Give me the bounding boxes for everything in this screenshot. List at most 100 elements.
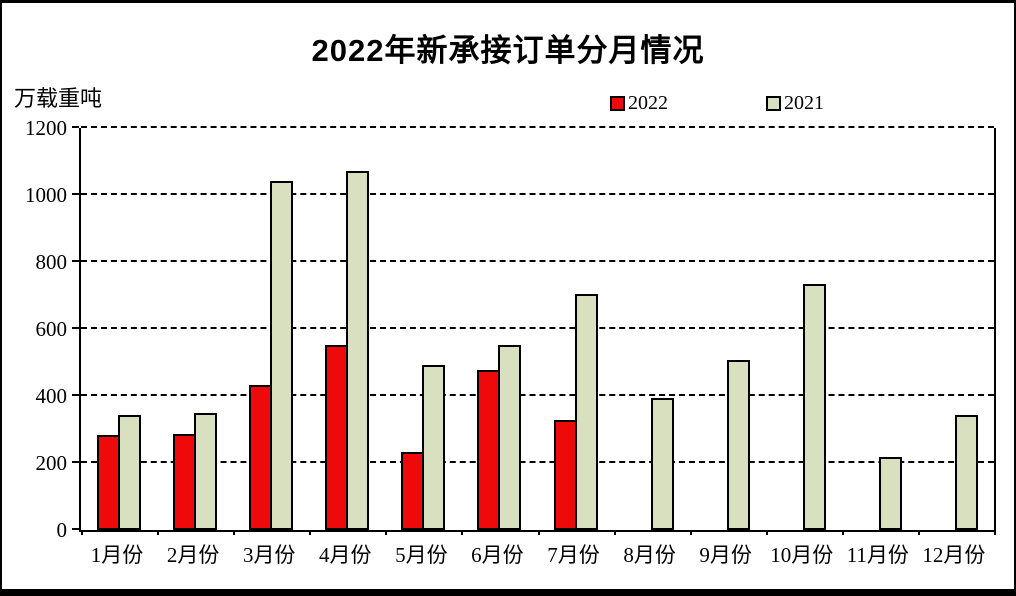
y-axis-tick-label-400: 400 xyxy=(35,384,68,408)
x-axis-label-12月份: 12月份 xyxy=(922,543,986,567)
x-axis-label-10月份: 10月份 xyxy=(770,543,834,567)
x-axis-label-1月份: 1月份 xyxy=(90,543,144,567)
bar-group-2月份 xyxy=(157,128,233,530)
x-axis-label-5月份: 5月份 xyxy=(395,543,448,567)
bar-pair xyxy=(401,128,446,530)
bar-group-6月份 xyxy=(461,128,537,530)
bar-group-7月份 xyxy=(538,128,614,530)
x-axis-tick xyxy=(613,530,616,535)
legend-item-2021: 2021 xyxy=(766,91,824,114)
y-axis-tick xyxy=(72,528,79,530)
bar-2021-4月份 xyxy=(346,171,370,530)
bar-2021-8月份 xyxy=(650,398,674,530)
legend-label-2021: 2021 xyxy=(784,91,824,114)
bar-2021-10月份 xyxy=(802,284,826,530)
bottom-border-bar xyxy=(2,589,1014,596)
legend-swatch-2021-icon xyxy=(766,95,781,111)
x-axis-tick xyxy=(841,530,844,535)
y-axis-tick xyxy=(72,394,79,396)
bar-group-3月份 xyxy=(233,128,309,530)
bar-pair xyxy=(934,128,978,530)
bar-pair xyxy=(782,128,826,530)
bar-2021-7月份 xyxy=(574,294,598,530)
bar-pair xyxy=(858,128,902,530)
bar-pair xyxy=(630,128,674,530)
y-axis-tick-label-600: 600 xyxy=(35,317,68,341)
x-axis-label-6月份: 6月份 xyxy=(471,543,524,567)
x-axis-tick xyxy=(537,530,540,535)
bar-group-9月份 xyxy=(690,128,766,530)
bar-group-11月份 xyxy=(842,128,918,530)
bar-2021-9月份 xyxy=(726,360,750,530)
y-axis-tick xyxy=(72,327,79,329)
bar-group-1月份 xyxy=(81,128,157,530)
bar-2021-3月份 xyxy=(270,181,294,530)
x-axis-tick xyxy=(689,530,692,535)
x-axis-tick xyxy=(309,530,312,535)
x-axis-tick xyxy=(917,530,920,535)
legend-item-2022: 2022 xyxy=(610,91,668,114)
bar-pair xyxy=(325,128,370,530)
x-axis-label-8月份: 8月份 xyxy=(623,543,676,567)
x-axis-label-4月份: 4月份 xyxy=(319,543,372,567)
x-axis-tick xyxy=(157,530,160,535)
x-axis-tick xyxy=(994,530,996,535)
x-axis-label-2月份: 2月份 xyxy=(166,543,220,567)
x-axis-tick xyxy=(765,530,768,535)
bar-pair xyxy=(97,128,142,530)
bar-pair xyxy=(706,128,750,530)
bar-pair xyxy=(477,128,522,530)
plot-area: 0 200 400 600 800 1000 1200 xyxy=(25,116,996,542)
x-axis-label-11月份: 11月份 xyxy=(846,543,909,567)
x-axis-labels-row: 1月份 2月份 3月份 4月份 5月份 6月份 7月份 8月份 9月份 10月份 11月份 12月份 xyxy=(79,541,992,571)
gridline-400 xyxy=(81,394,994,396)
x-axis-label-3月份: 3月份 xyxy=(242,543,296,567)
chart-title: 2022年新承接订单分月情况 xyxy=(311,33,705,68)
x-axis-label-7月份: 7月份 xyxy=(547,543,600,567)
y-axis-tick xyxy=(72,193,79,195)
bar-2022-1月份 xyxy=(97,435,121,530)
gridline-200 xyxy=(81,461,994,463)
y-axis-tick-label-800: 800 xyxy=(35,250,68,274)
bar-2021-2月份 xyxy=(194,413,218,530)
bar-2021-1月份 xyxy=(118,415,142,530)
x-axis-tick xyxy=(385,530,388,535)
bar-pair xyxy=(249,128,294,530)
bar-group-8月份 xyxy=(614,128,690,530)
gridline-600 xyxy=(81,327,994,329)
y-axis-tick-label-0: 0 xyxy=(56,518,68,542)
bar-2021-11月份 xyxy=(878,457,902,530)
y-axis-tick-label-1000: 1000 xyxy=(25,183,67,207)
y-axis-tick xyxy=(72,461,79,463)
bar-2021-5月份 xyxy=(422,365,446,530)
x-axis-tick xyxy=(233,530,236,535)
bar-group-4月份 xyxy=(309,128,385,530)
y-axis-tick-label-1200: 1200 xyxy=(25,116,67,140)
bar-2022-7月份 xyxy=(553,420,577,530)
x-axis-tick xyxy=(461,530,464,535)
y-axis-unit-label: 万载重吨 xyxy=(14,86,103,111)
gridline-800 xyxy=(81,260,994,262)
bar-2022-4月份 xyxy=(325,345,349,530)
bar-group-5月份 xyxy=(385,128,461,530)
bar-2022-6月份 xyxy=(477,370,501,530)
bar-pair xyxy=(553,128,598,530)
gridline-1000 xyxy=(81,193,994,195)
bar-pair xyxy=(173,128,218,530)
bar-2022-3月份 xyxy=(249,385,273,530)
legend-swatch-2022-icon xyxy=(610,95,625,111)
x-axis-tick xyxy=(81,530,83,535)
bar-group-10月份 xyxy=(766,128,842,530)
bar-2022-2月份 xyxy=(173,434,197,530)
y-axis-tick xyxy=(72,126,79,128)
legend-label-2022: 2022 xyxy=(628,91,668,114)
y-axis-tick xyxy=(72,260,79,262)
x-axis-label-9月份: 9月份 xyxy=(699,543,752,567)
bar-2021-12月份 xyxy=(954,415,978,530)
gridline-1200 xyxy=(81,126,994,128)
bar-2021-6月份 xyxy=(498,345,522,530)
bar-group-12月份 xyxy=(918,128,994,530)
bar-2022-5月份 xyxy=(401,452,425,530)
y-axis-tick-label-200: 200 xyxy=(35,451,68,475)
